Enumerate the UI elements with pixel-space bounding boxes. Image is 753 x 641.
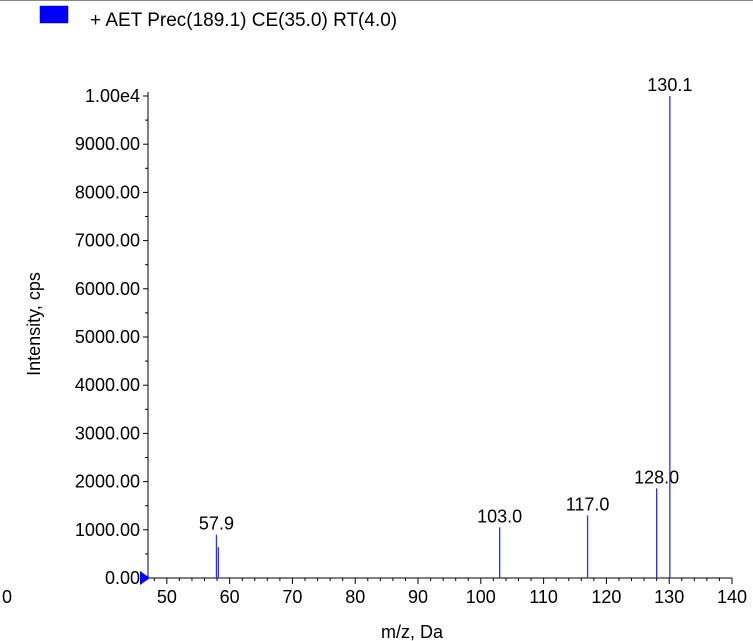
x-tick-label: 110 [529, 587, 558, 607]
axes: 0.00 1000.00 2000.00 3000.00 4000.00 5000.00 6… [2, 86, 747, 607]
x-tick-label: 130 [654, 587, 684, 607]
y-tick-label: 9000.00 [75, 134, 140, 154]
peak-label: 130.1 [647, 75, 692, 95]
peak-label: 128.0 [634, 467, 679, 487]
y-tick-label: 5000.00 [75, 327, 140, 347]
y-axis-label: Intensity, cps [24, 272, 44, 376]
baseline-marker-icon[interactable] [140, 571, 150, 585]
y-tick-label: 3000.00 [75, 423, 140, 443]
y-tick-label: 7000.00 [75, 231, 140, 251]
x-tick-label: 70 [282, 587, 302, 607]
x-axis-label: m/z, Da [381, 622, 444, 641]
x-tick-label: 120 [591, 587, 621, 607]
peaks: 57.9 103.0 117.0 128.0 130.1 [199, 75, 692, 578]
y-tick-label: 6000.00 [75, 279, 140, 299]
y-tick-label: 4000.00 [75, 375, 140, 395]
y-tick-label: 2000.00 [75, 472, 140, 492]
x-tick-label-clipped: 0 [2, 587, 12, 607]
x-tick-label: 50 [157, 587, 177, 607]
y-tick-label: 1.00e4 [85, 86, 140, 106]
x-tick-label: 80 [345, 587, 365, 607]
y-tick-label: 8000.00 [75, 182, 140, 202]
peak-label: 57.9 [199, 514, 234, 534]
peak-label: 117.0 [566, 494, 610, 514]
x-tick-label: 90 [408, 587, 428, 607]
y-tick-label: 1000.00 [75, 520, 140, 540]
x-tick-label: 100 [466, 587, 496, 607]
y-tick-label: 0.00 [105, 568, 140, 588]
legend-swatch [39, 5, 69, 24]
peak-label: 103.0 [477, 506, 522, 526]
x-tick-label: 60 [220, 587, 240, 607]
x-tick-label: 140 [717, 587, 747, 607]
legend-label: + AET Prec(189.1) CE(35.0) RT(4.0) [90, 10, 397, 31]
